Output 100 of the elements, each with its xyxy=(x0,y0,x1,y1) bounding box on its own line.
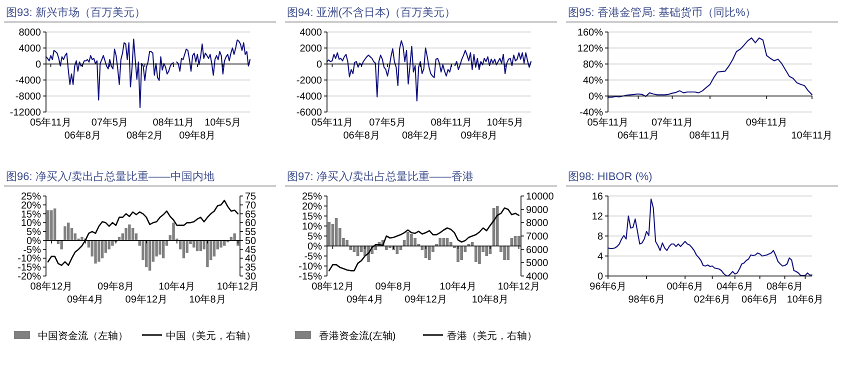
bar xyxy=(414,238,416,246)
bar xyxy=(64,226,66,240)
x-tick-label: 07年11月 xyxy=(651,116,693,128)
legend-label: 中国资金流（左轴） xyxy=(38,330,128,342)
bar xyxy=(449,242,452,246)
bar xyxy=(223,240,226,246)
x-tick-label: 09年8月 xyxy=(375,280,412,292)
bar xyxy=(503,246,506,260)
y-tick-label: 20% xyxy=(302,202,322,212)
x-tick-label: 06年8月 xyxy=(64,130,101,142)
y-tick-label: -10% xyxy=(18,254,42,265)
bar xyxy=(360,246,363,252)
bar xyxy=(485,246,488,256)
x-tick-label: 10年6月 xyxy=(786,294,824,306)
y2-tick-label: 70 xyxy=(245,200,257,212)
x-tick-label: 09年4月 xyxy=(346,294,384,306)
y-tick-label: 80% xyxy=(582,60,604,70)
x-tick-label: 09年4月 xyxy=(67,294,104,306)
x-tick-label: 08年2月 xyxy=(402,130,439,142)
x-tick-label: 04年6月 xyxy=(716,280,754,292)
y2-tick-label: 60 xyxy=(245,218,257,230)
y-tick-label: -8000 xyxy=(15,92,42,102)
x-tick-label: 00年6月 xyxy=(666,280,704,292)
x-tick-label: 08年6月 xyxy=(766,280,804,292)
y-tick-label: 8000 xyxy=(18,28,42,38)
y-tick-label: -6000 xyxy=(296,108,322,118)
x-tick-label: 07年5月 xyxy=(91,116,128,128)
bar xyxy=(158,240,162,255)
y-tick-label: 5% xyxy=(308,232,322,242)
bar xyxy=(406,232,410,246)
bar xyxy=(456,246,460,262)
y2-tick-label: 10000 xyxy=(526,192,554,202)
x-tick-label: 09年8月 xyxy=(98,280,134,292)
y-tick-label: -15% xyxy=(298,272,322,282)
y-tick-label: -5% xyxy=(23,244,42,256)
bar xyxy=(438,238,442,246)
bar xyxy=(46,210,50,240)
x-tick-label: 10年5月 xyxy=(204,116,242,128)
bar xyxy=(374,246,378,250)
y2-tick-label: 75 xyxy=(245,192,257,202)
y2-tick-label: 4000 xyxy=(526,272,549,282)
bar xyxy=(60,240,63,250)
x-tick-label: 06年6月 xyxy=(742,294,778,306)
x-tick-label: 09年11月 xyxy=(746,116,788,128)
bar xyxy=(410,234,413,246)
y-tick-label: 20% xyxy=(20,200,42,212)
legend-label: 中国（美元，右轴） xyxy=(166,330,256,342)
y2-tick-label: 50 xyxy=(245,236,257,247)
y2-tick-label: 30 xyxy=(245,272,257,282)
y-tick-label: 0% xyxy=(588,92,604,102)
bar xyxy=(53,208,56,240)
y-tick-label: 2000 xyxy=(300,44,322,54)
y-tick-label: 15% xyxy=(302,212,322,222)
x-tick-label: 08年11月 xyxy=(689,130,731,142)
bar xyxy=(94,240,97,264)
x-tick-label: 10年4月 xyxy=(440,280,476,292)
bar xyxy=(124,228,128,240)
x-tick-label: 05年11月 xyxy=(587,116,629,128)
y-tick-label: 15% xyxy=(20,209,42,220)
y-tick-label: -20% xyxy=(18,272,42,282)
x-tick-label: 09年8月 xyxy=(179,130,216,142)
y-tick-label: 10% xyxy=(20,218,42,230)
x-tick-label: 08年12月 xyxy=(30,280,73,292)
x-tick-label: 09年12月 xyxy=(404,294,447,306)
y-tick-label: 0 xyxy=(597,272,604,282)
y-tick-label: 0% xyxy=(308,242,322,252)
x-tick-label: 10年4月 xyxy=(158,280,196,292)
x-tick-label: 10年5月 xyxy=(486,116,524,128)
x-tick-label: 08年11月 xyxy=(152,116,194,128)
y-tick-label: 4000 xyxy=(300,28,322,38)
y-tick-label: -40% xyxy=(580,108,604,118)
bar xyxy=(50,210,53,240)
bar xyxy=(496,206,499,246)
x-tick-label: 10年8月 xyxy=(472,294,509,306)
y2-tick-label: 7000 xyxy=(526,232,549,242)
chart-title: 图93: 新兴市场（百万美元） xyxy=(6,6,146,19)
bar xyxy=(384,246,388,250)
bar xyxy=(206,240,209,268)
line-series xyxy=(607,198,813,277)
bar xyxy=(233,233,236,240)
y-tick-label: 16 xyxy=(592,192,604,202)
y-tick-label: -5% xyxy=(304,252,322,262)
y-tick-label: 0 xyxy=(316,60,322,70)
y-tick-label: -15% xyxy=(18,262,42,274)
x-tick-label: 08年12月 xyxy=(312,280,354,292)
x-tick-label: 05年11月 xyxy=(311,116,353,128)
x-tick-label: 10年11月 xyxy=(791,130,833,142)
x-tick-label: 96年6月 xyxy=(590,280,626,292)
bar xyxy=(470,242,474,246)
y-tick-label: -10% xyxy=(298,262,322,272)
bar xyxy=(98,240,100,262)
bar xyxy=(346,240,348,246)
y-tick-label: 25% xyxy=(20,192,42,202)
bar xyxy=(108,240,110,250)
y2-tick-label: 45 xyxy=(245,244,257,256)
y-tick-label: 0 xyxy=(35,60,42,70)
bar xyxy=(506,246,510,260)
legend-label: 香港资金流(左轴) xyxy=(319,330,396,342)
bar xyxy=(460,246,464,260)
chart-title: 图95: 香港金管局: 基础货币（同比%） xyxy=(568,6,756,19)
